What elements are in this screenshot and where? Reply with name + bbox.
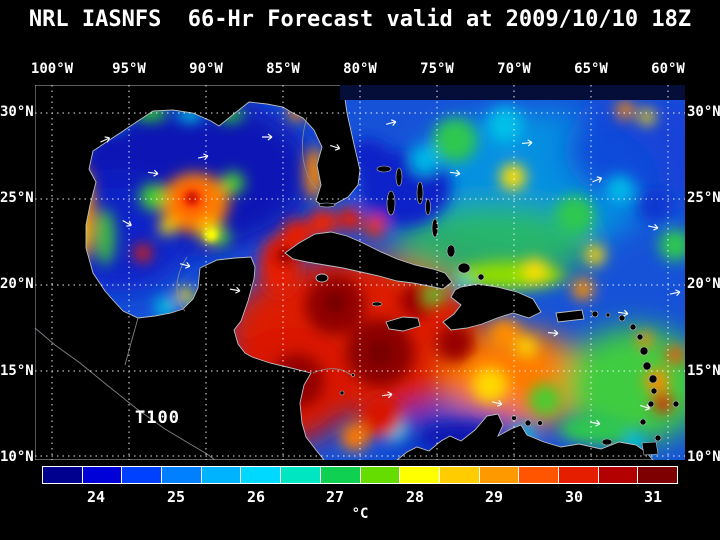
colorbar-segment xyxy=(557,466,599,484)
colorbar-segment xyxy=(42,466,83,484)
lon-tick-label: 90°W xyxy=(189,61,223,77)
colorbar-segment xyxy=(478,466,520,484)
lat-tick-label-left: 30°N xyxy=(0,104,34,120)
colorbar-segment xyxy=(200,466,242,484)
lat-tick-label-right: 15°N xyxy=(687,363,720,379)
lon-tick-label: 95°W xyxy=(112,61,146,77)
colorbar-tick-label: 30 xyxy=(564,488,584,506)
forecast-map: T100 xyxy=(35,85,685,460)
land-jamaica xyxy=(385,316,421,332)
land-cuba xyxy=(284,231,453,290)
colorbar-segment xyxy=(597,466,639,484)
lon-tick-label: 75°W xyxy=(420,61,454,77)
lon-tick-label: 70°W xyxy=(497,61,531,77)
colorbar-segment xyxy=(81,466,123,484)
lon-tick-label: 85°W xyxy=(266,61,300,77)
colorbar-segment xyxy=(121,466,163,484)
colorbar-segment xyxy=(240,466,282,484)
lat-tick-label-right: 25°N xyxy=(687,190,720,206)
land-puerto-rico xyxy=(555,309,585,323)
lat-tick-label-left: 15°N xyxy=(0,363,34,379)
page-title: NRL IASNFS 66-Hr Forecast valid at 2009/… xyxy=(28,7,692,32)
colorbar-segment xyxy=(280,466,321,484)
lat-tick-label-left: 25°N xyxy=(0,190,34,206)
land-hispaniola xyxy=(442,283,542,331)
coastline-contours xyxy=(35,116,352,460)
grid-lines xyxy=(35,85,685,460)
land-north-central-america xyxy=(35,85,361,460)
land-small-islands xyxy=(318,165,680,456)
colorbar-segment xyxy=(359,466,401,484)
lat-tick-label-left: 20°N xyxy=(0,276,34,292)
colorbar xyxy=(42,466,678,484)
lat-tick-label-right: 30°N xyxy=(687,104,720,120)
land-masses xyxy=(35,85,680,460)
colorbar-unit-label: °C xyxy=(351,506,369,522)
colorbar-segment xyxy=(438,466,480,484)
lat-tick-label-right: 10°N xyxy=(687,449,720,465)
colorbar-tick-label: 29 xyxy=(484,488,504,506)
lat-tick-label-right: 20°N xyxy=(687,276,720,292)
colorbar-segment xyxy=(161,466,202,484)
map-canvas xyxy=(35,85,685,460)
colorbar-tick-label: 28 xyxy=(405,488,425,506)
colorbar-segment xyxy=(399,466,440,484)
field-label: T100 xyxy=(135,408,180,428)
colorbar-segment xyxy=(518,466,559,484)
lat-tick-label-left: 10°N xyxy=(0,449,34,465)
lon-tick-label: 80°W xyxy=(343,61,377,77)
colorbar-tick-label: 26 xyxy=(246,488,266,506)
colorbar-segment xyxy=(637,466,678,484)
domain-mask-strip xyxy=(340,85,685,100)
colorbar-tick-label: 24 xyxy=(86,488,106,506)
lon-tick-label: 65°W xyxy=(574,61,608,77)
colorbar-tick-label: 27 xyxy=(325,488,345,506)
lon-tick-label: 100°W xyxy=(30,61,74,77)
colorbar-tick-label: 31 xyxy=(643,488,663,506)
colorbar-tick-label: 25 xyxy=(166,488,186,506)
wind-vector-icons xyxy=(100,119,681,427)
lon-tick-label: 60°W xyxy=(651,61,685,77)
colorbar-segment xyxy=(319,466,361,484)
land-south-america xyxy=(396,413,654,460)
